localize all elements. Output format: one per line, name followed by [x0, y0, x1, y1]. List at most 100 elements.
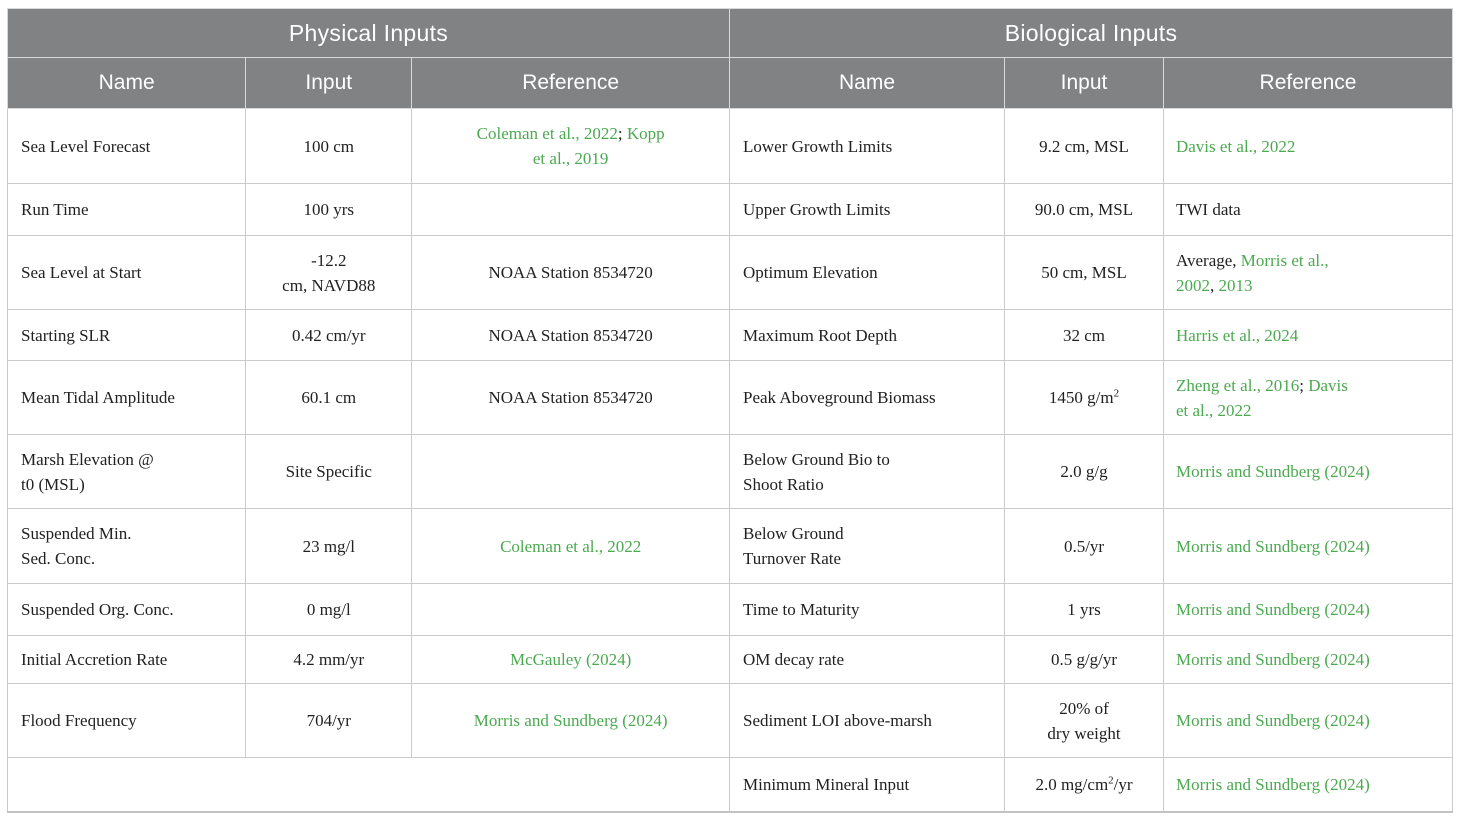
cell-name: Minimum Mineral Input [730, 757, 1006, 812]
cell-text: Marsh Elevation @ [21, 449, 154, 469]
cell-text: Below Ground Bio to [743, 449, 890, 469]
cell-text: t0 (MSL) [21, 474, 85, 494]
cell-input: 23 mg/l [245, 508, 413, 584]
cell-text: 100 yrs [303, 200, 355, 219]
cell-name: Marsh Elevation @ t0 (MSL) [6, 434, 247, 509]
cell-reference [411, 434, 730, 509]
citation-link[interactable]: Morris and Sundberg (2024) [1175, 650, 1370, 669]
cell-name: Sea Level at Start [6, 235, 247, 310]
cell-text: 50 cm, MSL [1041, 263, 1127, 282]
cell-text: 2 [1113, 387, 1120, 400]
cell-text: Optimum Elevation [743, 263, 878, 282]
cell-name: Initial Accretion Rate [6, 635, 247, 684]
cell-text: 2.0 mg/cm [1035, 774, 1109, 794]
cell-name: OM decay rate [730, 635, 1006, 684]
citation-link[interactable]: Morris and Sundberg (2024) [1175, 462, 1370, 481]
table-row: Sea Level at Start -12.2 cm, NAVD88 NOAA St… [6, 235, 730, 310]
cell-text: 20% of [1059, 698, 1109, 718]
cell-text: 1450 g/m [1048, 388, 1114, 407]
cell-text: Suspended Min. [21, 524, 132, 543]
citation-link[interactable]: Morris et al., [1240, 250, 1329, 270]
cell-text: Peak Aboveground Biomass [743, 388, 936, 407]
cell-text: 60.1 cm [301, 388, 357, 407]
cell-text: Sediment LOI above-marsh [743, 711, 932, 730]
cell-reference: Morris and Sundberg (2024) [1162, 635, 1454, 684]
cell-text: 0.5/yr [1063, 536, 1105, 556]
citation-link[interactable]: Morris and Sundberg (2024) [473, 711, 668, 730]
table-row: Initial Accretion Rate 4.2 mm/yr McGauley … [6, 635, 730, 684]
citation-link[interactable]: Davis [1308, 375, 1348, 395]
empty-cell [7, 757, 730, 812]
cell-text: 0 mg/l [306, 600, 351, 619]
cell-reference: Harris et al., 2024 [1162, 309, 1454, 361]
citation-link[interactable]: 2013 [1218, 275, 1253, 295]
citation-link[interactable]: Kopp [626, 124, 665, 143]
citation-link[interactable]: McGauley (2024) [509, 650, 632, 669]
cell-text: 2 [1108, 774, 1114, 787]
citation-link[interactable]: 2002 [1175, 275, 1210, 295]
cell-text: /yr [1113, 774, 1133, 794]
cell-text: TWI data [1175, 200, 1241, 219]
cell-name: Suspended Min. Sed. Conc. [6, 508, 247, 584]
cell-reference: Morris and Sundberg (2024) [1162, 757, 1454, 812]
cell-text: Initial Accretion Rate [21, 650, 168, 669]
citation-link[interactable]: Morris and Sundberg (2024) [1175, 711, 1370, 730]
citation-link[interactable]: Harris et al., 2024 [1175, 325, 1299, 345]
column-header-row: Name Input Reference [730, 57, 1454, 109]
citation-link[interactable]: et al., 2022 [1175, 400, 1252, 420]
cell-reference: NOAA Station 8534720 [411, 309, 730, 361]
cell-reference: Davis et al., 2022 [1162, 108, 1454, 184]
cell-text: , [1209, 275, 1219, 295]
cell-reference: Average, Morris et al., 2002, 2013 [1162, 235, 1454, 310]
cell-text: 2.0 g/g [1060, 462, 1108, 481]
cell-reference: Morris and Sundberg (2024) [1162, 434, 1454, 509]
cell-name: Upper Growth Limits [730, 183, 1006, 236]
citation-link[interactable]: Morris and Sundberg (2024) [1175, 536, 1370, 556]
cell-reference: Morris and Sundberg (2024) [1162, 683, 1454, 758]
citation-link[interactable]: Davis et al., 2022 [1175, 136, 1296, 156]
table-row: Suspended Org. Conc. 0 mg/l [6, 583, 730, 636]
citation-link[interactable]: Coleman et al., 2022 [476, 124, 618, 143]
cell-text: ; [1299, 375, 1309, 395]
cell-text: 704/yr [306, 711, 351, 730]
cell-input: 704/yr [245, 683, 413, 758]
section-title-physical: Physical Inputs [7, 8, 730, 58]
cell-input: 9.2 cm, MSL [1004, 108, 1164, 184]
table-row: Optimum Elevation 50 cm, MSL Average, Morr… [730, 235, 1454, 310]
table-row: Upper Growth Limits 90.0 cm, MSL TWI data [730, 183, 1454, 236]
table-row: Below Ground Bio to Shoot Ratio 2.0 g/g Mor… [730, 434, 1454, 509]
table-row: Suspended Min. Sed. Conc. 23 mg/l Coleman e… [6, 508, 730, 584]
cell-text: Turnover Rate [743, 549, 842, 568]
cell-reference [411, 583, 730, 636]
cell-text: 0.42 cm/yr [291, 325, 366, 345]
citation-link[interactable]: et al., 2019 [532, 149, 609, 168]
cell-reference: Coleman et al., 2022; Kopp et al., 2019 [411, 108, 730, 184]
cell-reference: Morris and Sundberg (2024) [1162, 583, 1454, 636]
section-header-row: Physical Inputs [7, 8, 730, 58]
citation-link[interactable]: Zheng et al., 2016 [1175, 375, 1300, 395]
citation-link[interactable]: Morris and Sundberg (2024) [1175, 600, 1370, 619]
cell-input: 90.0 cm, MSL [1004, 183, 1164, 236]
table-row [7, 757, 730, 812]
cell-text: Mean Tidal Amplitude [21, 388, 175, 407]
cell-text: -12.2 [311, 250, 347, 270]
cell-text: Sea Level at Start [21, 263, 142, 282]
cell-name: Run Time [6, 183, 247, 236]
cell-text: 100 cm [303, 136, 355, 156]
cell-text: 32 cm [1063, 325, 1106, 345]
cell-input: 2.0 mg/cm2/yr [1004, 757, 1164, 812]
table-row: Minimum Mineral Input 2.0 mg/cm2/yr Morris… [730, 757, 1454, 812]
cell-input: 20% of dry weight [1004, 683, 1164, 758]
cell-name: Sea Level Forecast [6, 108, 247, 184]
cell-input: 0 mg/l [245, 583, 413, 636]
table-row: OM decay rate 0.5 g/g/yr Morris and Sundbe… [730, 635, 1454, 684]
citation-link[interactable]: Coleman et al., 2022 [500, 536, 642, 556]
cell-input: 32 cm [1004, 309, 1164, 361]
cell-name: Starting SLR [6, 309, 247, 361]
column-header-row: Name Input Reference [6, 57, 730, 109]
cell-text: Below Ground [743, 524, 844, 543]
citation-link[interactable]: Morris and Sundberg (2024) [1175, 774, 1370, 794]
table-row: Below Ground Turnover Rate 0.5/yr Morris an… [730, 508, 1454, 584]
cell-text: 9.2 cm, MSL [1039, 136, 1129, 156]
